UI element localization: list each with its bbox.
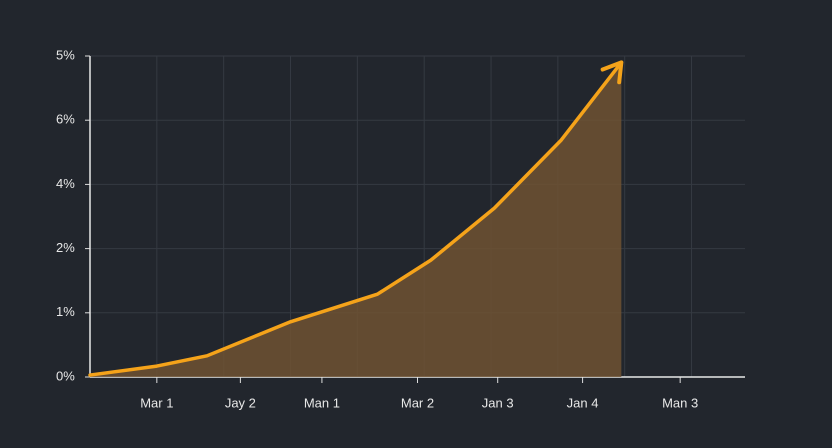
x-tick-label: Jay 2 xyxy=(225,395,256,410)
x-tick-label: Mar 1 xyxy=(140,395,173,410)
y-tick-label: 6% xyxy=(56,112,75,127)
line xyxy=(88,60,624,377)
x-tick-label: Jan 3 xyxy=(482,395,514,410)
x-tick-label: Man 1 xyxy=(304,395,340,410)
y-tick-label: 1% xyxy=(56,304,75,319)
arrow-head xyxy=(600,60,624,85)
y-tick-label: 0% xyxy=(56,368,75,383)
area xyxy=(90,62,622,378)
y-tick-label: 2% xyxy=(56,240,75,255)
x-tick-label: Man 3 xyxy=(662,395,698,410)
y-tick-label: 5% xyxy=(56,47,75,62)
x-tick-label: Mar 2 xyxy=(401,395,434,410)
x-tick-label: Jan 4 xyxy=(567,395,599,410)
y-tick-label: 4% xyxy=(56,176,75,191)
